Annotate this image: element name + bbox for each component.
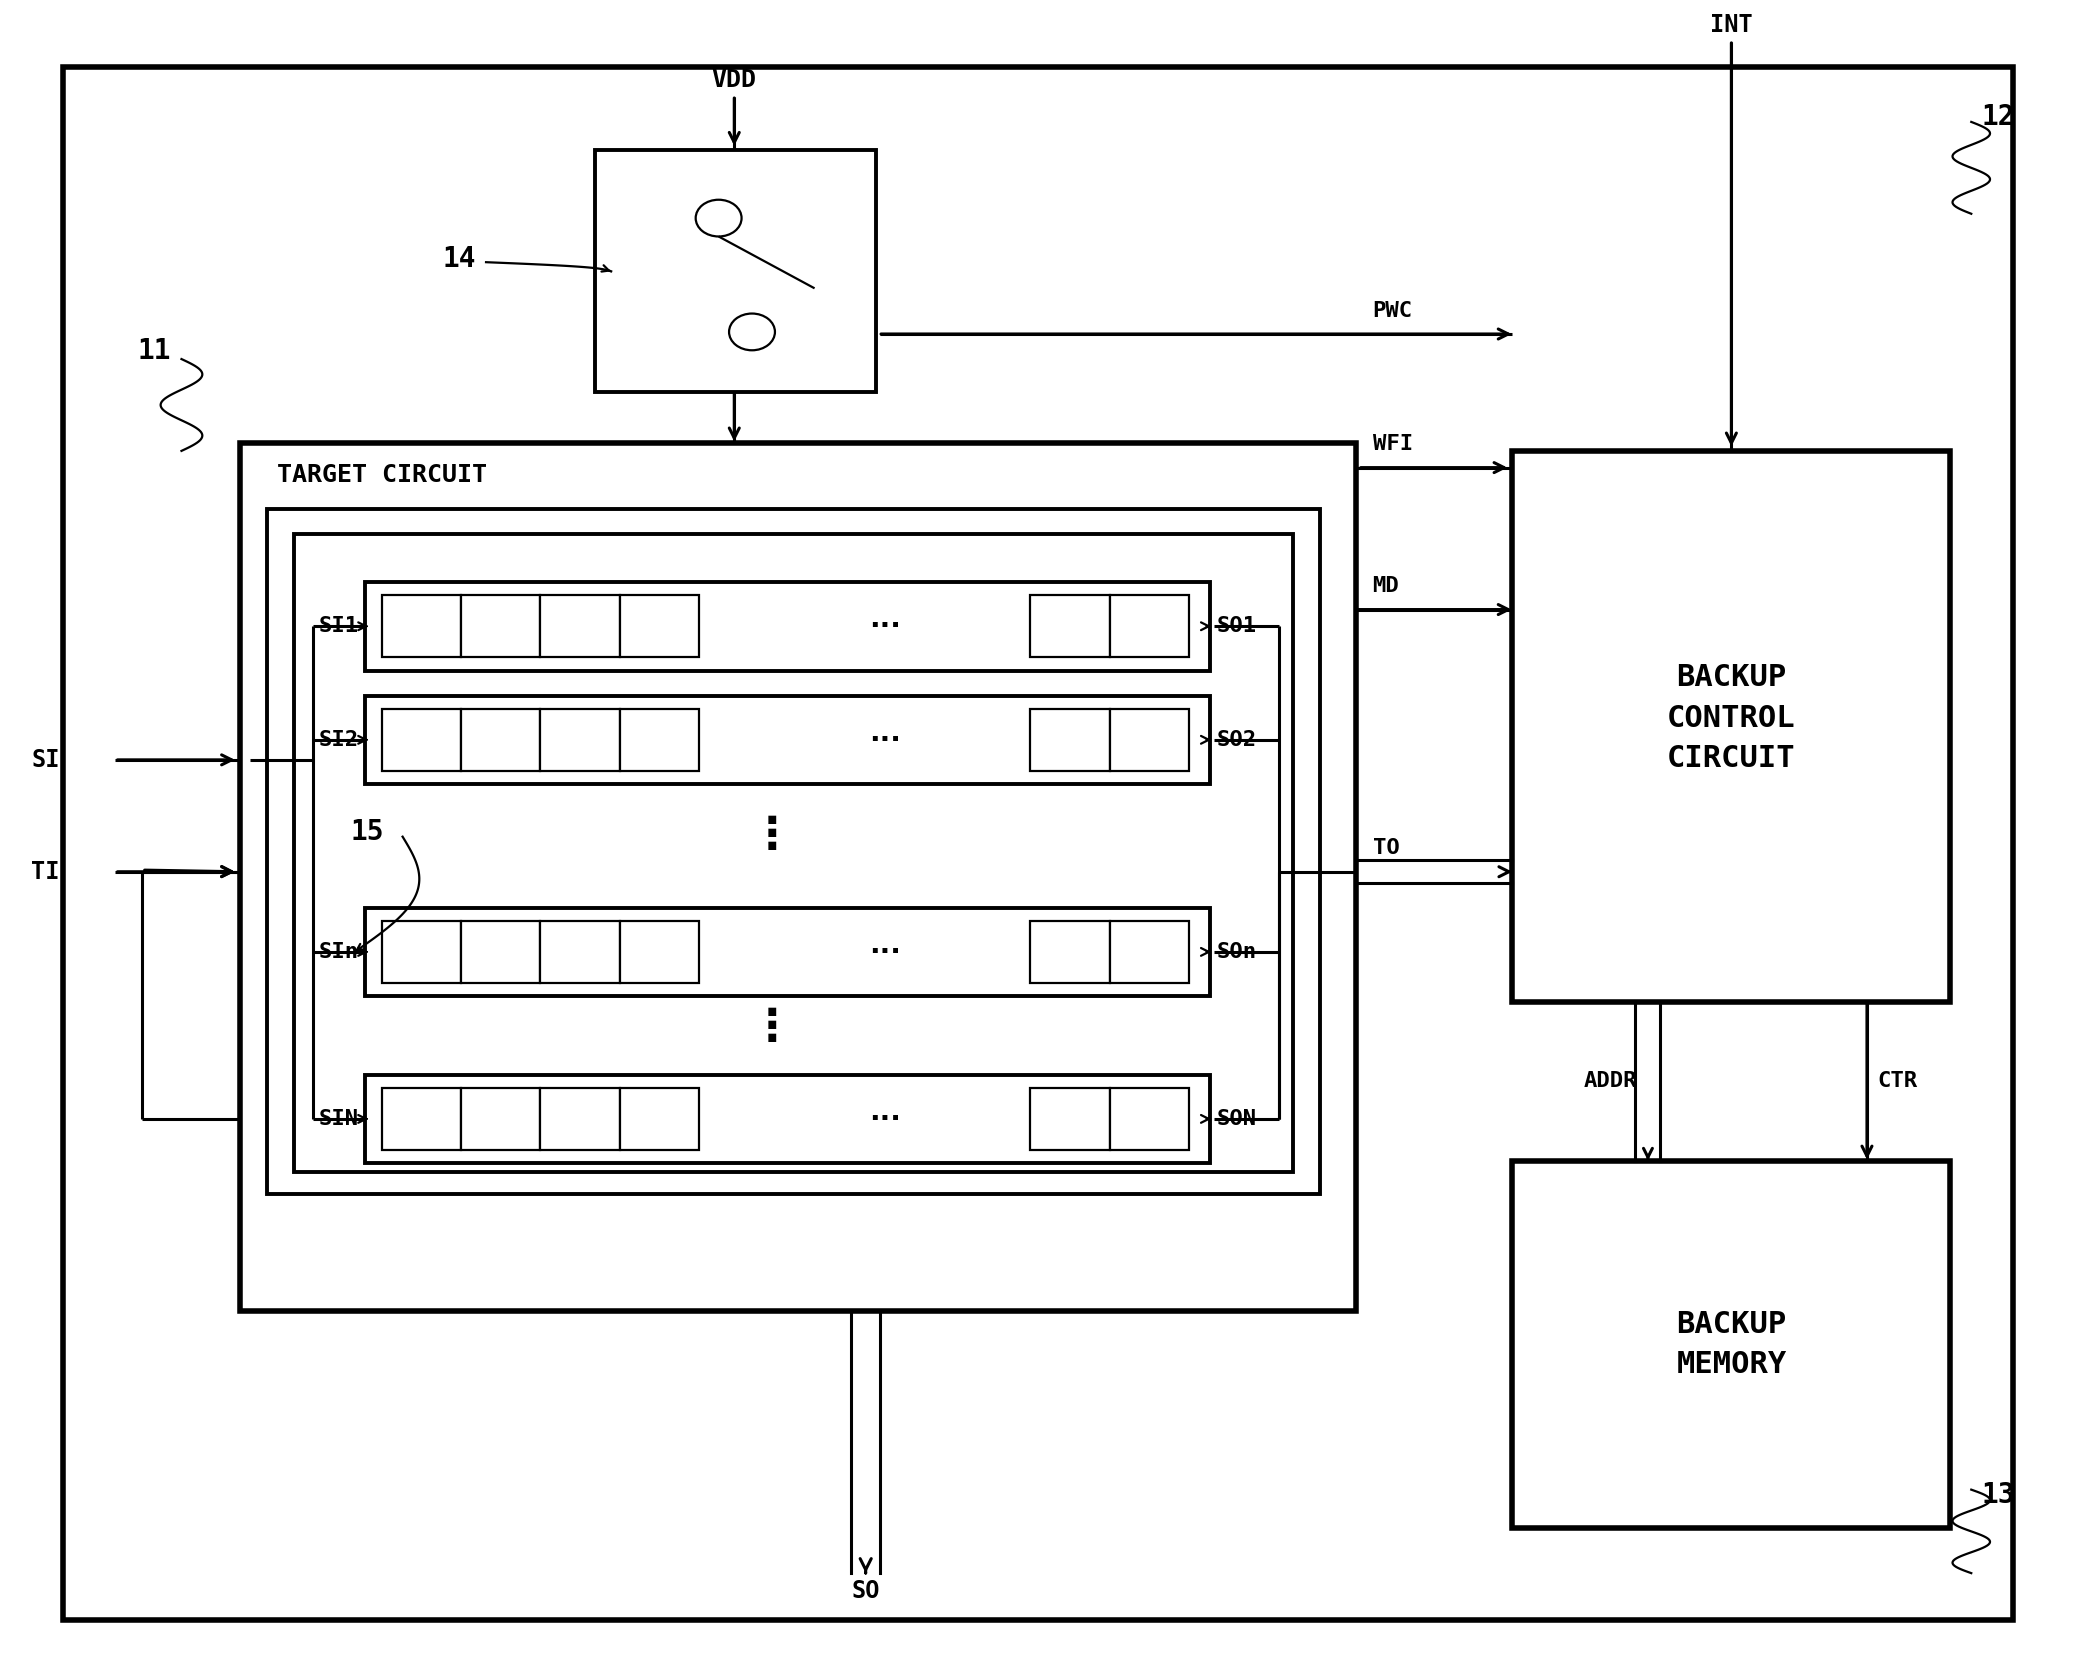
Bar (540, 595, 620, 658)
Text: ···: ··· (868, 726, 901, 753)
Text: ADDR: ADDR (1583, 1072, 1638, 1091)
Text: VDD: VDD (711, 68, 757, 92)
Text: 14: 14 (442, 245, 476, 272)
Text: 13: 13 (1982, 1481, 2015, 1508)
Text: SIn: SIn (319, 942, 359, 962)
Text: WFI: WFI (1373, 434, 1412, 454)
Text: ···: ··· (868, 1106, 901, 1132)
Bar (595, 150, 876, 392)
Text: CTR: CTR (1877, 1072, 1917, 1091)
Bar (620, 1087, 699, 1151)
Text: TO: TO (1373, 838, 1400, 858)
Bar (382, 708, 461, 772)
Bar (1030, 920, 1110, 984)
Text: TARGET CIRCUIT: TARGET CIRCUIT (277, 463, 488, 486)
Text: SON: SON (1216, 1109, 1256, 1129)
Bar (1030, 708, 1110, 772)
Text: INT: INT (1711, 13, 1752, 37)
Bar (1512, 451, 1950, 1002)
Bar (461, 708, 540, 772)
Bar (540, 920, 620, 984)
Bar (540, 1087, 620, 1151)
Bar (365, 1075, 1210, 1162)
Text: SI: SI (31, 748, 60, 772)
Text: PWC: PWC (1373, 301, 1412, 321)
Bar (461, 595, 540, 658)
Text: SO1: SO1 (1216, 616, 1256, 636)
Bar (1110, 595, 1189, 658)
Bar (382, 1087, 461, 1151)
Text: SI2: SI2 (319, 730, 359, 750)
Bar (365, 695, 1210, 783)
Bar (620, 920, 699, 984)
Text: ···: ··· (868, 613, 901, 640)
Text: 15: 15 (350, 818, 384, 845)
Text: 12: 12 (1982, 104, 2015, 130)
Text: SO2: SO2 (1216, 730, 1256, 750)
Bar (365, 581, 1210, 670)
Bar (294, 534, 1293, 1172)
Bar (1030, 595, 1110, 658)
Bar (1512, 1161, 1950, 1528)
Bar (382, 595, 461, 658)
Bar (365, 908, 1210, 995)
Bar (540, 708, 620, 772)
Text: ⋮: ⋮ (749, 813, 795, 857)
Bar (1030, 1087, 1110, 1151)
Text: SIN: SIN (319, 1109, 359, 1129)
Text: SI1: SI1 (319, 616, 359, 636)
Text: 11: 11 (138, 337, 171, 364)
Text: BACKUP
MEMORY: BACKUP MEMORY (1677, 1309, 1786, 1379)
Bar (1110, 1087, 1189, 1151)
Bar (240, 443, 1356, 1311)
Text: ···: ··· (868, 939, 901, 965)
Text: BACKUP
CONTROL
CIRCUIT: BACKUP CONTROL CIRCUIT (1667, 663, 1796, 773)
Bar (461, 920, 540, 984)
Text: TI: TI (31, 860, 60, 883)
Bar (1110, 920, 1189, 984)
Bar (382, 920, 461, 984)
Bar (620, 595, 699, 658)
Bar (620, 708, 699, 772)
Text: MD: MD (1373, 576, 1400, 596)
Text: SO: SO (851, 1580, 880, 1603)
Text: ⋮: ⋮ (749, 1005, 795, 1049)
Bar (461, 1087, 540, 1151)
Bar (267, 509, 1320, 1194)
Text: SOn: SOn (1216, 942, 1256, 962)
Bar (1110, 708, 1189, 772)
